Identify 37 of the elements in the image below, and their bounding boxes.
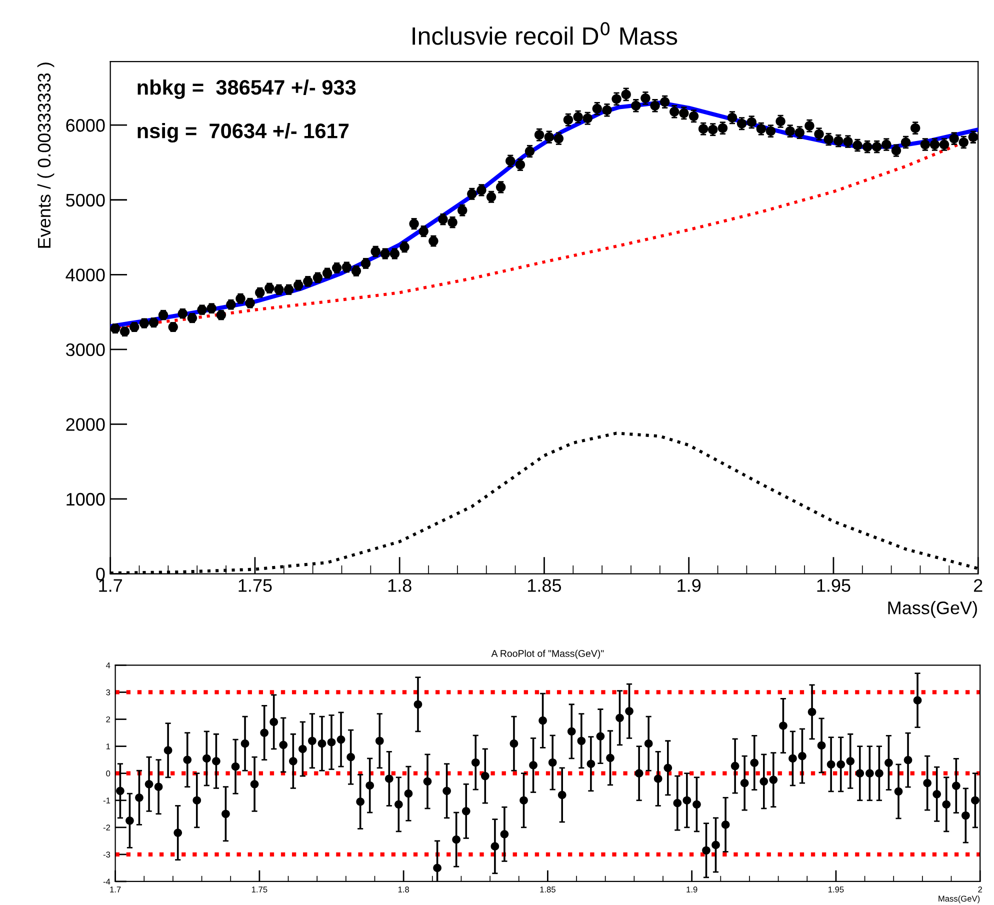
x-tick-label: 1.8 xyxy=(388,579,412,592)
y-tick-label: 1 xyxy=(106,744,110,750)
x-tick-label: 1.85 xyxy=(540,886,556,892)
y-tick-label: -4 xyxy=(103,878,110,884)
x-tick-label: 1.9 xyxy=(678,579,701,592)
y-tick-label: 5000 xyxy=(66,194,105,207)
x-tick-label: 1.8 xyxy=(398,886,409,892)
y-tick-label: 2 xyxy=(106,716,110,722)
y-tick-label: 3000 xyxy=(66,343,105,356)
y-tick-label: 2000 xyxy=(66,418,105,431)
y-tick-label: 4 xyxy=(106,662,110,668)
y-tick-label: 4000 xyxy=(66,268,105,282)
annotation: nbkg = 386547 +/- 933 xyxy=(138,79,356,99)
annotation: nsig = 70634 +/- 1617 xyxy=(138,123,349,143)
y-tick-label: -3 xyxy=(103,852,110,858)
x-tick-label: 1.95 xyxy=(828,886,844,892)
y-tick-label: 1000 xyxy=(66,492,105,506)
x-tick-label: 1.7 xyxy=(99,579,122,592)
chart-title: Inclusvie recoil D$^{0}$ Mass xyxy=(412,22,678,45)
x-axis-title: Mass(GeV) xyxy=(938,895,980,904)
y-tick-label: 3 xyxy=(106,689,110,696)
x-axis-title: Mass(GeV) xyxy=(888,601,977,618)
x-tick-label: 1.75 xyxy=(238,579,272,592)
y-tick-label: 6000 xyxy=(66,119,105,132)
y-tick-label: 0 xyxy=(106,770,110,776)
x-tick-label: 2 xyxy=(978,886,982,892)
chart-title: A RooPlot of "Mass(GeV)" xyxy=(491,650,604,659)
x-tick-label: 1.9 xyxy=(686,886,698,892)
y-tick-label: 0 xyxy=(96,568,105,580)
y-tick-label: -2 xyxy=(103,824,110,830)
y-tick-label: -1 xyxy=(103,798,110,804)
y-axis-title: Events / ( 0.00333333 ) xyxy=(37,62,54,248)
x-tick-label: 1.7 xyxy=(110,886,121,892)
x-tick-label: 1.85 xyxy=(528,579,562,592)
x-tick-label: 2 xyxy=(974,579,982,592)
x-tick-label: 1.95 xyxy=(817,579,850,592)
x-tick-label: 1.75 xyxy=(252,886,268,892)
